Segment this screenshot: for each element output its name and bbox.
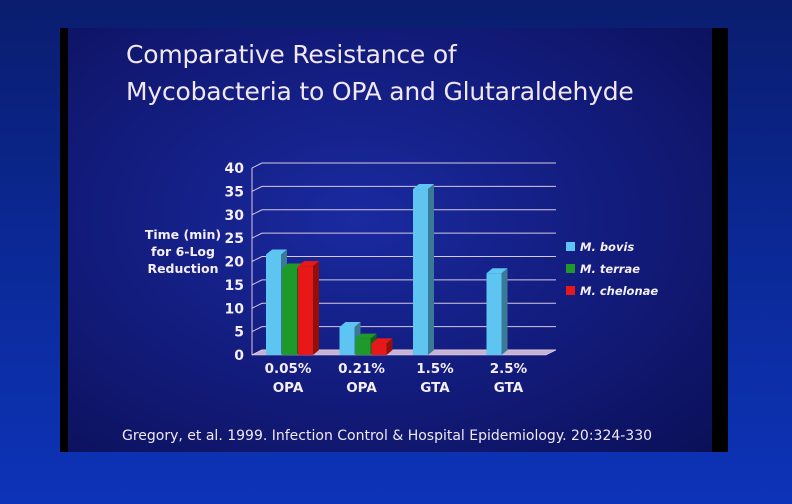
y-tick-label: 15 [225, 278, 244, 294]
bar-m-chelonae-1 [371, 343, 387, 355]
x-tick-label: OPA [346, 380, 377, 396]
bar-m-terrae-0 [282, 268, 297, 355]
y-axis-label-line-3: Reduction [147, 261, 219, 276]
gridline-depth [251, 256, 263, 262]
x-tick-label: 0.21% [338, 361, 385, 377]
bar-side [313, 261, 319, 355]
title-line-2: Mycobacteria to OPA and Glutaraldehyde [126, 77, 634, 106]
gridline-depth [251, 326, 263, 333]
bar-m-bovis-0 [266, 254, 281, 355]
bar-top [355, 333, 377, 339]
y-axis-label: Time (min) for 6-Log Reduction [124, 226, 242, 277]
bar-m-bovis-3 [486, 273, 502, 355]
bar-side [501, 268, 508, 355]
gridline-depth [251, 162, 263, 169]
y-tick-label: 40 [225, 161, 245, 177]
bar-m-terrae-1 [355, 338, 371, 355]
y-tick-label: 0 [234, 348, 244, 364]
bar-top [371, 338, 393, 344]
title-line-1: Comparative Resistance of [126, 40, 457, 69]
gridline-depth [251, 185, 263, 192]
slide-frame [60, 28, 728, 452]
y-tick-label: 30 [225, 208, 245, 224]
bar-top [486, 268, 508, 274]
citation: Gregory, et al. 1999. Infection Control … [122, 428, 653, 444]
legend-label: M. terrae [580, 262, 640, 276]
x-tick-label: 2.5% [490, 361, 528, 377]
bar-m-bovis-1 [339, 326, 355, 355]
legend-swatch [566, 242, 575, 251]
y-tick-label: 35 [225, 184, 244, 200]
gridline-depth [251, 279, 263, 286]
gridline-depth [251, 302, 263, 309]
gridline-depth [251, 232, 263, 239]
y-tick-label: 5 [234, 325, 244, 341]
bar-m-chelonae-0 [298, 266, 313, 355]
bar-top [339, 321, 361, 327]
y-tick-label: 10 [225, 301, 245, 317]
gridline-depth [251, 209, 263, 216]
legend-swatch [566, 286, 575, 295]
slide-panel [68, 28, 712, 452]
y-tick-label: 20 [225, 255, 245, 271]
legend-label: M. bovis [580, 240, 634, 254]
bar-top [413, 184, 434, 190]
y-axis-label-line-1: Time (min) [144, 227, 222, 242]
x-tick-label: OPA [273, 380, 304, 396]
bar-side [386, 338, 393, 355]
legend-label: M. chelonae [580, 284, 658, 298]
legend-swatch [566, 264, 575, 273]
x-tick-label: GTA [420, 380, 450, 396]
bar-m-bovis-2 [413, 189, 428, 355]
x-tick-label: 0.05% [265, 361, 312, 377]
bar-side [428, 184, 434, 355]
bar-top [266, 249, 287, 255]
bar-top [298, 261, 319, 267]
y-tick-label: 25 [225, 231, 244, 247]
y-axis-label-line-2: for 6-Log [151, 244, 215, 259]
x-tick-label: GTA [494, 380, 524, 396]
x-tick-label: 1.5% [416, 361, 454, 377]
bar-top [282, 263, 303, 269]
slide-title: Comparative Resistance of Mycobacteria t… [126, 36, 634, 110]
chart-floor [251, 349, 557, 356]
